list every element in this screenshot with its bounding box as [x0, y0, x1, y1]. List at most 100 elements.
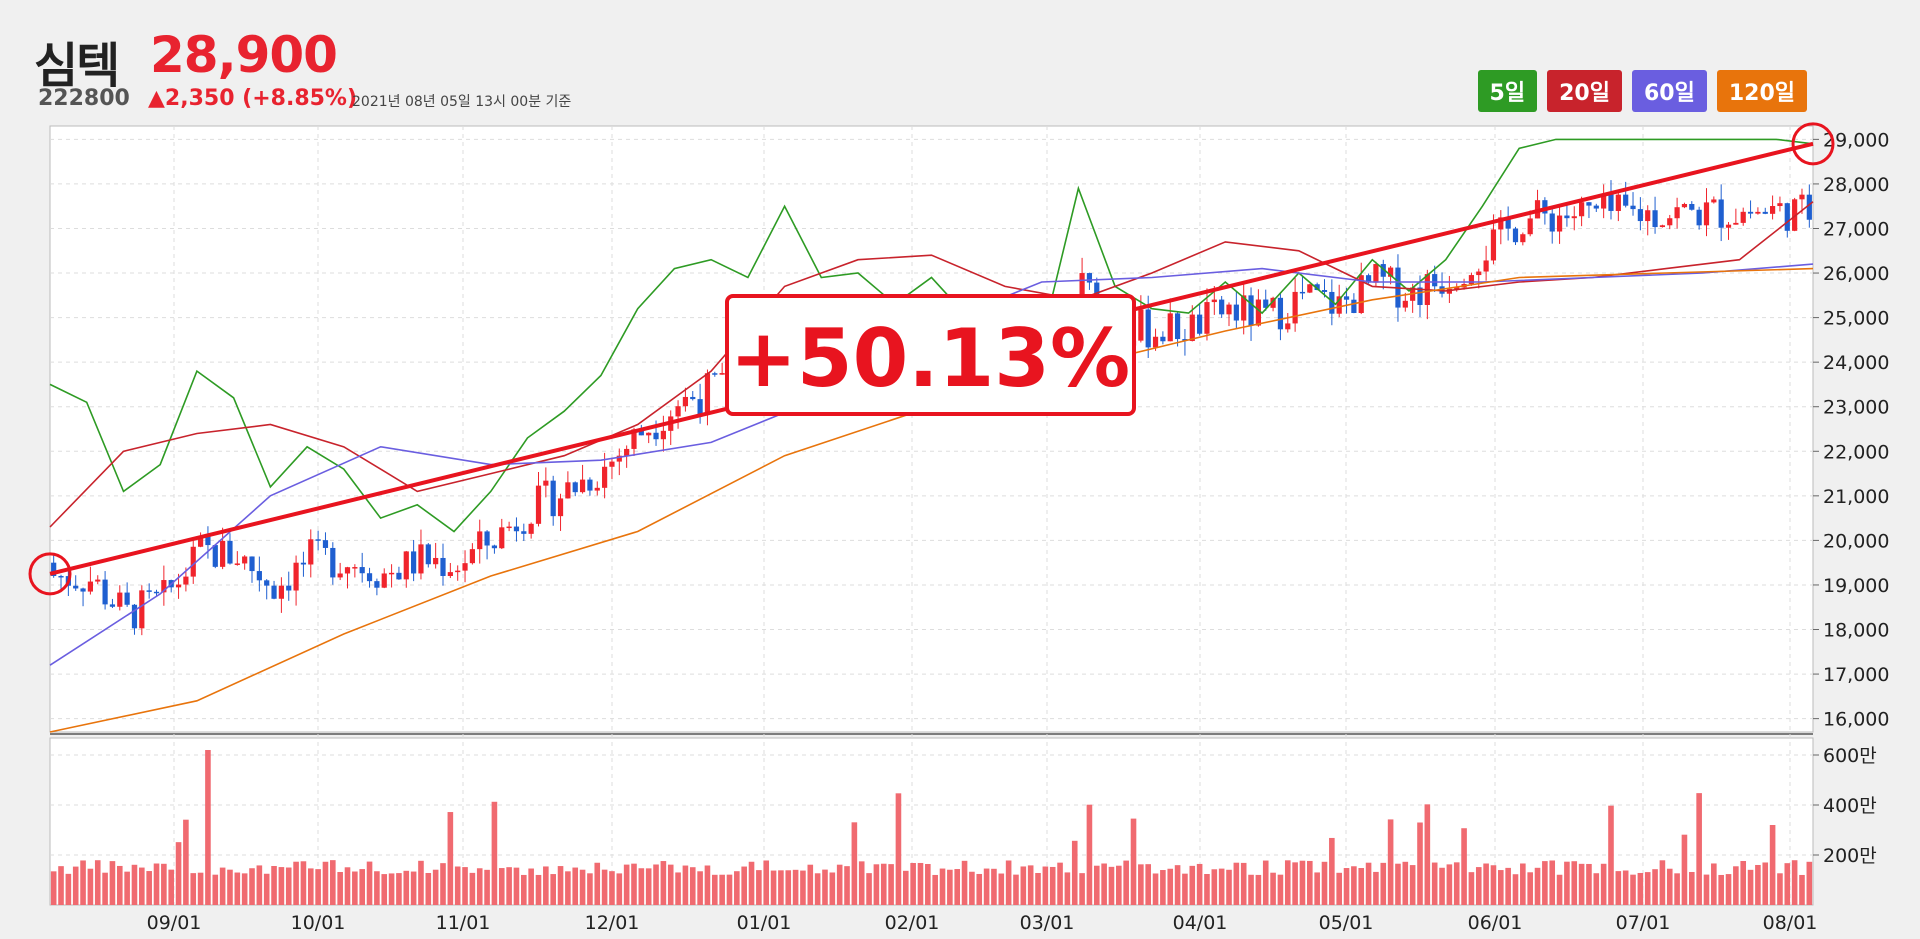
volume-bar [770, 870, 777, 905]
volume-bar [902, 870, 909, 905]
candle-body [697, 399, 703, 415]
volume-bar [631, 863, 637, 905]
candle-body [139, 590, 145, 629]
legend-ma60[interactable]: 60일 [1631, 70, 1707, 112]
candle-body [1432, 274, 1438, 287]
legend-ma20[interactable]: 20일 [1547, 70, 1622, 112]
volume-bar [249, 868, 255, 905]
volume-bar [1703, 874, 1710, 905]
volume-bar [1086, 804, 1093, 905]
price-tick-label: 27,000 [1823, 218, 1889, 240]
volume-bar [447, 812, 454, 905]
candle-body [1299, 291, 1306, 294]
volume-bar [851, 822, 858, 905]
volume-bar [1409, 865, 1416, 905]
candle-body [477, 531, 483, 550]
volume-bar [1556, 874, 1563, 905]
candle-body [1292, 291, 1298, 324]
candle-body [1615, 194, 1621, 211]
volume-bar [131, 864, 138, 905]
candle-body [440, 557, 446, 576]
candle-body [690, 396, 696, 400]
volume-bar [197, 872, 204, 905]
volume-bar [1248, 874, 1254, 905]
volume-bar [1431, 862, 1438, 905]
candle-body [462, 563, 468, 571]
volume-bar [587, 873, 593, 905]
candle-body [190, 546, 196, 577]
candle-body [87, 581, 94, 592]
volume-bar [175, 842, 182, 905]
candle-body [131, 604, 138, 629]
volume-bar [315, 869, 321, 905]
volume-bar [1424, 804, 1431, 905]
volume-bar [1688, 871, 1695, 905]
candle-body [51, 562, 57, 576]
candle-body [447, 572, 453, 576]
candle-body [1145, 309, 1151, 348]
x-tick-label: 05/01 [1319, 912, 1374, 934]
x-tick-label: 01/01 [737, 912, 792, 934]
volume-bar [1160, 870, 1166, 905]
candle-body [1255, 299, 1261, 326]
volume-bar [844, 866, 850, 905]
candle-body [227, 540, 233, 564]
volume-bar [87, 868, 94, 905]
volume-bar [469, 872, 476, 905]
candle-body [418, 544, 424, 574]
candle-body [609, 461, 615, 467]
volume-bar [1784, 863, 1791, 905]
candle-body [1402, 300, 1408, 308]
candle-body [264, 580, 270, 586]
candle-body [396, 572, 402, 580]
candle-body [352, 567, 358, 569]
volume-bar [1578, 863, 1585, 905]
volume-bar [1733, 866, 1739, 905]
volume-bar [58, 866, 64, 905]
volume-bar [1240, 862, 1247, 905]
volume-bar [873, 864, 880, 905]
candle-body [322, 540, 329, 548]
volume-bar [278, 867, 285, 905]
volume-bar [256, 865, 263, 905]
candle-body [491, 545, 498, 549]
x-tick-label: 02/01 [885, 912, 940, 934]
volume-bar [1762, 862, 1769, 905]
volume-bar [307, 868, 314, 905]
candle-body [1725, 224, 1732, 228]
candle-body [73, 585, 79, 589]
volume-bar [1027, 865, 1034, 905]
volume-bar [418, 860, 424, 905]
candle-body [381, 573, 387, 588]
candle-body [411, 551, 417, 574]
x-tick-label: 08/01 [1763, 912, 1818, 934]
candle-body [1270, 297, 1276, 308]
candle-body [1784, 203, 1790, 231]
candle-body [1740, 211, 1746, 223]
price-change: ▲2,350 (+8.85%) [148, 86, 358, 111]
volume-bar [1284, 860, 1291, 905]
legend-ma120[interactable]: 120일 [1716, 70, 1807, 112]
candle-body [1542, 200, 1548, 214]
volume-bar [1277, 874, 1284, 905]
volume-bar [1637, 872, 1644, 905]
volume-bar [645, 868, 652, 905]
legend-ma5[interactable]: 5일 [1477, 70, 1538, 112]
volume-bar [484, 869, 490, 905]
candle-body [359, 567, 365, 574]
volume-bar [814, 873, 821, 905]
candle-body [242, 556, 248, 564]
x-tick-label: 09/01 [147, 912, 202, 934]
candle-body [513, 526, 520, 532]
volume-bar [535, 874, 542, 905]
as-of-timestamp: 2021년 08년 05일 13시 00분 기준 [352, 94, 572, 110]
volume-bar [1042, 866, 1049, 905]
volume-bar [1527, 872, 1533, 905]
volume-bar [161, 863, 167, 905]
volume-bar [689, 867, 696, 905]
candle-body [1571, 216, 1577, 219]
volume-bar [866, 873, 872, 905]
candle-body [1623, 194, 1629, 206]
candle-body [330, 547, 336, 578]
candle-body [1608, 194, 1614, 211]
